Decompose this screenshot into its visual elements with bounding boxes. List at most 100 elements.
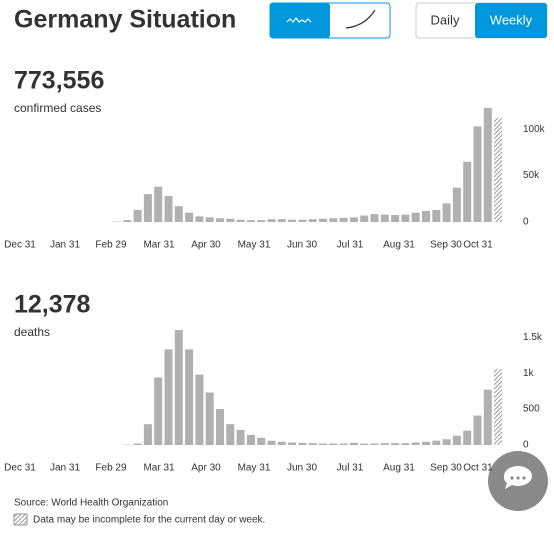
x-tick-label: Feb 29 [95,240,127,251]
bar [443,203,451,222]
x-tick-label: Apr 30 [191,463,221,474]
bar [494,118,502,222]
dot [522,476,525,479]
bar [237,430,245,445]
bar [134,444,142,445]
bar [494,369,502,445]
y-tick-label: 1.5k [523,332,543,343]
bar [422,211,430,222]
bar [206,217,214,222]
bar [350,217,358,222]
bar [474,126,482,222]
y-tick-label: 1k [523,368,535,379]
bar [237,220,245,222]
bar [216,218,224,222]
bar [371,214,379,222]
bar [257,220,265,222]
x-tick-label: May 31 [238,463,271,474]
bar [216,409,224,445]
bar [185,213,193,222]
x-tick-label: Aug 31 [383,463,415,474]
bar [175,206,183,222]
bar [432,441,440,445]
x-tick-label: Oct 31 [463,463,493,474]
bar [432,210,440,222]
bar [175,330,183,445]
x-tick-label: Dec 31 [4,240,36,251]
bar [391,215,399,222]
bar [474,416,482,445]
bar [226,219,234,222]
bar [412,442,420,445]
bar [206,393,214,445]
bar [391,443,399,445]
x-tick-label: Jul 31 [337,463,364,474]
bar [298,443,306,445]
x-tick-label: Apr 30 [191,240,221,251]
dot [516,476,519,479]
bar [134,210,142,222]
x-tick-label: Jul 31 [337,240,364,251]
chart-style-toggle[interactable] [270,3,390,38]
x-tick-label: Jan 31 [50,240,80,251]
bar [412,213,420,222]
chat-button[interactable] [488,451,548,511]
bar [329,218,337,222]
period-toggle[interactable]: Daily Weekly [416,3,547,38]
bar [278,442,286,445]
bar [298,220,306,222]
bar [268,441,276,445]
dot [510,476,513,479]
daily-label: Daily [431,12,460,27]
page-title: Germany Situation [14,6,236,34]
x-tick-label: Jan 31 [50,463,80,474]
x-tick-label: Sep 30 [430,240,462,251]
y-tick-label: 0 [523,217,529,228]
x-tick-label: Aug 31 [383,240,415,251]
y-tick-label: 500 [523,404,540,415]
bar [360,444,368,445]
bar [319,219,327,222]
bar [195,216,203,222]
subtitle: deaths [14,325,50,339]
bar [278,219,286,222]
bar [144,424,152,445]
bar [360,216,368,222]
x-tick-label: May 31 [238,240,271,251]
bar [288,442,296,445]
bar [226,424,234,445]
bar [329,444,337,445]
total: 12,378 [14,291,91,319]
bar [185,349,193,445]
bar [401,215,409,222]
bar [123,220,131,222]
bar [268,219,276,222]
bar [247,220,255,222]
bar [340,444,348,445]
bar [381,215,389,222]
bar [288,220,296,222]
bar [144,194,152,222]
subtitle: confirmed cases [14,101,101,115]
bar [195,375,203,445]
x-tick-label: Mar 31 [143,463,175,474]
bar [154,377,162,445]
bar [257,438,265,445]
bar [453,188,461,222]
source: Source: World Health Organization [14,498,168,509]
bar [484,390,492,445]
bar [401,443,409,445]
bar [371,444,379,445]
bar [463,431,471,445]
bar [340,218,348,222]
note: Data may be incomplete for the current d… [33,515,265,526]
bar [319,444,327,445]
x-tick-label: Feb 29 [95,463,127,474]
bar [422,442,430,445]
x-tick-label: Sep 30 [430,463,462,474]
bar [165,196,173,222]
x-tick-label: Oct 31 [463,240,493,251]
toggle-bars[interactable] [270,3,330,38]
